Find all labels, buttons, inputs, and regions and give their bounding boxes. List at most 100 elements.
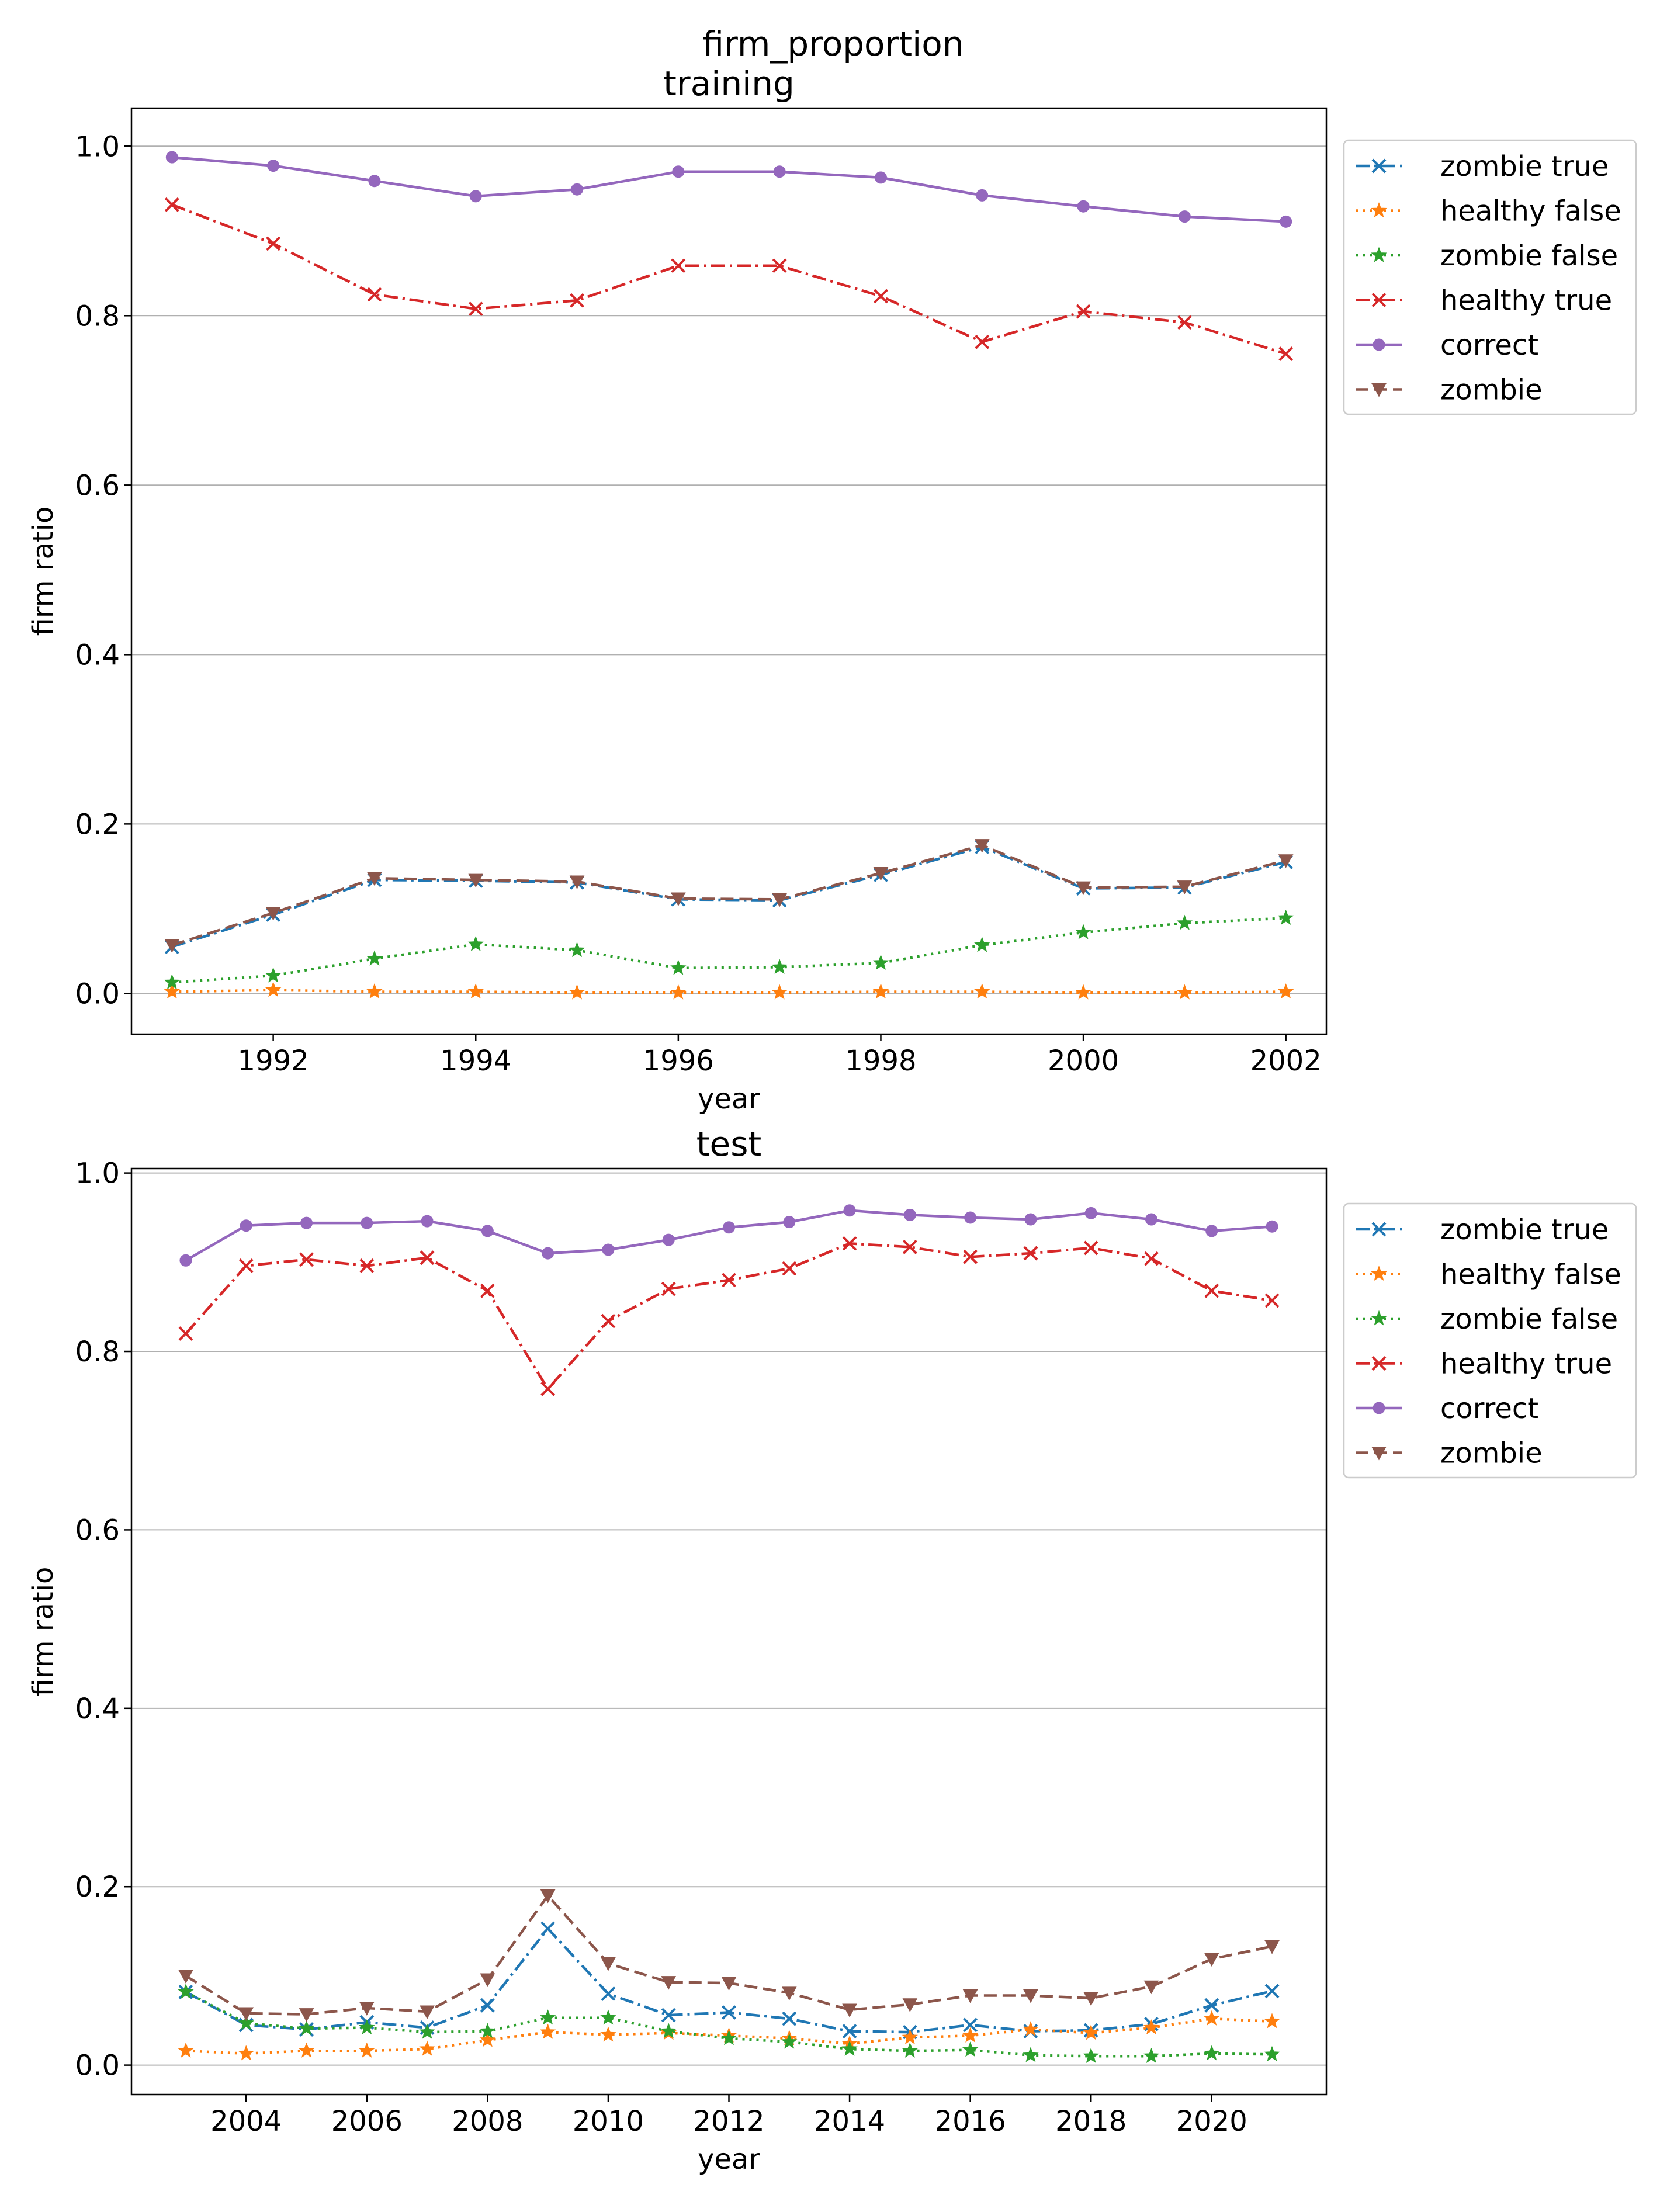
training-legend-label-zombie-true: zombie true <box>1440 150 1609 183</box>
test-point-healthy-true <box>902 1239 917 1254</box>
test-point-healthy-true <box>842 1236 857 1251</box>
test-point-correct <box>1084 1206 1097 1219</box>
training-axes-frame <box>130 107 1328 1035</box>
training-point-healthy-true <box>772 258 787 273</box>
test-panel: 0.0 0.2 0.4 0.6 0.8 1.0 2004 2006 2008 2010 2012 20… <box>27 1124 1637 2176</box>
training-point-healthy-true <box>367 287 382 302</box>
training-point-zombie-false <box>670 959 687 975</box>
training-point-zombie <box>569 875 585 890</box>
training-xtick-label: 1996 <box>643 1045 714 1077</box>
test-legend <box>1343 1202 1637 1479</box>
training-point-zombie <box>367 872 382 886</box>
training-legend-label-healthy-false: healthy false <box>1440 195 1621 228</box>
training-point-healthy-true <box>570 293 584 308</box>
training-point-zombie <box>671 892 686 907</box>
test-point-zombie-true <box>842 2024 857 2038</box>
test-point-healthy-true <box>1023 1246 1038 1261</box>
training-point-healthy-true <box>266 236 281 251</box>
test-legend-marker-zombie-false <box>1371 1310 1387 1326</box>
test-point-zombie-false <box>419 2023 435 2039</box>
training-point-correct <box>1077 200 1090 213</box>
test-point-correct <box>964 1211 977 1224</box>
test-legend-label-correct: correct <box>1440 1392 1538 1425</box>
test-xtick-label: 2008 <box>452 2105 523 2138</box>
test-legend-marker-correct <box>1373 1402 1385 1414</box>
test-xtick-label: 2014 <box>814 2105 885 2138</box>
test-point-correct <box>723 1221 735 1234</box>
test-legend-label-zombie-false: zombie false <box>1440 1303 1618 1336</box>
test-point-zombie <box>1083 1992 1099 2006</box>
test-ylabel: firm ratio <box>27 1567 60 1697</box>
test-ytick-label: 0.2 <box>75 1871 120 1904</box>
training-point-zombie-false <box>872 954 889 970</box>
test-point-zombie <box>601 1957 616 1971</box>
test-point-correct <box>1145 1213 1157 1226</box>
training-point-healthy-true <box>874 289 888 304</box>
training-legend-label-correct: correct <box>1440 329 1538 362</box>
test-point-healthy-true <box>1083 1240 1098 1256</box>
training-point-healthy-false <box>265 982 282 997</box>
test-point-correct <box>843 1204 856 1217</box>
test-point-zombie-true <box>540 1921 556 1936</box>
test-point-correct <box>179 1254 192 1267</box>
test-xlabel: year <box>698 2143 760 2176</box>
test-legend-marker-healthy-false <box>1371 1266 1387 1281</box>
test-point-zombie-false <box>902 2042 919 2058</box>
training-legend-label-zombie-false: zombie false <box>1440 240 1618 272</box>
training-point-zombie <box>1278 854 1294 868</box>
test-point-healthy-true <box>1144 1251 1159 1266</box>
training-series-group <box>164 151 1294 1000</box>
training-ytick-label: 1.0 <box>75 130 120 163</box>
test-title: test <box>696 1124 761 1164</box>
training-point-healthy-false <box>1075 984 1091 1000</box>
test-point-healthy-false <box>1023 2021 1039 2037</box>
test-point-zombie-false <box>479 2023 496 2038</box>
test-point-correct <box>602 1243 615 1256</box>
training-point-zombie-false <box>265 967 282 983</box>
test-point-healthy-false <box>1264 2013 1280 2029</box>
test-point-zombie-true <box>722 2005 736 2020</box>
training-legend-marker-zombie <box>1371 383 1387 397</box>
training-point-healthy-false <box>164 983 181 999</box>
training-point-healthy-true <box>671 258 686 273</box>
test-point-zombie <box>480 1973 495 1988</box>
test-legend-label-healthy-false: healthy false <box>1440 1258 1621 1291</box>
training-legend-marker-zombie-true <box>1371 158 1387 174</box>
test-point-zombie-false <box>238 2015 254 2030</box>
training-legend-marker-healthy-false <box>1371 202 1387 218</box>
test-point-healthy-false <box>539 2023 556 2039</box>
test-point-healthy-false <box>902 2029 919 2044</box>
test-point-healthy-true <box>722 1273 736 1288</box>
training-point-healthy-true <box>1278 346 1294 361</box>
test-point-healthy-false <box>359 2042 375 2058</box>
training-point-healthy-false <box>771 984 788 1000</box>
test-point-healthy-false <box>600 2026 616 2042</box>
training-xtick-label: 1998 <box>845 1045 916 1077</box>
training-ytick-label: 0.8 <box>75 300 120 332</box>
training-point-healthy-true <box>975 334 990 349</box>
test-point-zombie-true <box>661 2008 676 2023</box>
test-xtick-label: 2020 <box>1176 2105 1247 2138</box>
test-point-zombie-false <box>781 2033 798 2049</box>
test-legend-label-healthy-true: healthy true <box>1440 1348 1612 1381</box>
training-point-healthy-true <box>164 197 179 212</box>
test-ytick-label: 0.8 <box>75 1336 120 1368</box>
training-point-zombie-false <box>164 974 181 990</box>
test-point-zombie <box>1143 1980 1159 1995</box>
test-point-zombie <box>540 1889 556 1904</box>
training-point-healthy-false <box>670 984 687 1000</box>
test-point-correct <box>542 1247 554 1260</box>
test-ytick-label: 1.0 <box>75 1157 120 1190</box>
test-point-correct <box>481 1225 494 1237</box>
test-ytick-label: 0.6 <box>75 1514 120 1547</box>
training-point-correct <box>267 160 280 172</box>
test-point-healthy-true <box>540 1381 556 1396</box>
training-panel: 0.0 0.2 0.4 0.6 0.8 1.0 1992 1994 1996 1998 2000 20… <box>27 64 1637 1115</box>
test-point-healthy-true <box>480 1283 495 1298</box>
training-point-zombie <box>873 866 889 881</box>
test-point-healthy-false <box>1143 2019 1160 2035</box>
training-point-correct <box>165 151 178 164</box>
training-point-healthy-false <box>569 984 585 1000</box>
training-ytick-label: 0.0 <box>75 977 120 1010</box>
test-point-zombie-false <box>298 2020 315 2036</box>
